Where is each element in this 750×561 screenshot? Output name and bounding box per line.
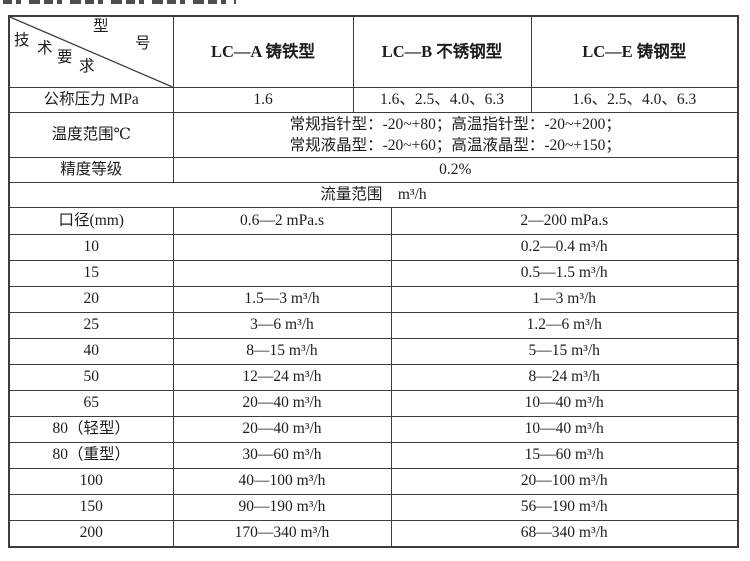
temperature-row: 温度范围℃ 常规指针型：-20~+80；高温指针型：-20~+200； 常规液晶… [8,112,739,158]
caliber-row: 口径(mm) 0.6—2 mPa.s 2—200 mPa.s [8,207,739,235]
caliber-row-label: 口径(mm) [8,207,174,235]
flow-dn: 50 [8,364,174,391]
flow-high: 8—24 m³/h [390,364,739,391]
flow-low: 12—24 m³/h [172,364,392,391]
accuracy-value: 0.2% [172,157,739,183]
col-header-lc-a: LC—A 铸铁型 [172,15,354,88]
flow-low: 40—100 m³/h [172,468,392,495]
flow-dn: 40 [8,338,174,365]
flow-low [172,234,392,261]
temperature-values-cell: 常规指针型：-20~+80；高温指针型：-20~+200； 常规液晶型：-20~… [172,112,739,158]
pressure-value-lc-b: 1.6、2.5、4.0、6.3 [352,87,532,113]
flow-dn: 65 [8,390,174,417]
flow-high: 0.2—0.4 m³/h [390,234,739,261]
accuracy-row: 精度等级 0.2% [8,157,739,183]
flow-dn: 25 [8,312,174,339]
flow-low: 170—340 m³/h [172,520,392,548]
flow-high: 1—3 m³/h [390,286,739,313]
flow-dn: 200 [8,520,174,548]
corner-model-char-2: 号 [135,35,151,52]
flow-row-dn150: 150 90—190 m³/h 56—190 m³/h [8,494,739,521]
flow-row-dn10: 10 0.2—0.4 m³/h [8,234,739,261]
flow-dn: 20 [8,286,174,313]
temperature-line-1: 常规指针型：-20~+80；高温指针型：-20~+200； [289,116,621,133]
spec-table: 型 号 技 术 要 求 LC—A 铸铁型 LC—B 不锈钢型 LC—E 铸钢型 … [8,15,739,548]
flow-row-dn25: 25 3—6 m³/h 1.2—6 m³/h [8,312,739,339]
corner-req-char-1: 技 [14,32,30,49]
flow-dn: 100 [8,468,174,495]
flow-row-dn200: 200 170—340 m³/h 68—340 m³/h [8,520,739,548]
flow-low: 8—15 m³/h [172,338,392,365]
flow-row-dn65: 65 20—40 m³/h 10—40 m³/h [8,390,739,417]
flow-row-dn15: 15 0.5—1.5 m³/h [8,260,739,287]
pressure-value-lc-a: 1.6 [172,87,354,113]
col-header-lc-e: LC—E 铸钢型 [530,15,739,88]
temperature-row-label: 温度范围℃ [8,112,174,158]
corner-header-cell: 型 号 技 术 要 求 [8,15,174,88]
flow-high: 1.2—6 m³/h [390,312,739,339]
flow-high: 56—190 m³/h [390,494,739,521]
flow-high: 15—60 m³/h [390,442,739,469]
corner-req-char-4: 求 [79,58,95,75]
flow-low: 30—60 m³/h [172,442,392,469]
pressure-row: 公称压力 MPa 1.6 1.6、2.5、4.0、6.3 1.6、2.5、4.0… [8,87,739,113]
corner-req-char-3: 要 [57,49,73,66]
caliber-high-viscosity: 2—200 mPa.s [390,207,739,235]
flow-section-title-row: 流量范围 m³/h [8,182,739,208]
diagonal-line [10,17,172,87]
accuracy-row-label: 精度等级 [8,157,174,183]
flow-row-dn20: 20 1.5—3 m³/h 1—3 m³/h [8,286,739,313]
flow-high: 5—15 m³/h [390,338,739,365]
col-header-lc-b: LC—B 不锈钢型 [352,15,532,88]
flow-row-dn80-heavy: 80（重型） 30—60 m³/h 15—60 m³/h [8,442,739,469]
clipped-text-fragment [3,0,236,4]
temperature-line-2: 常规液晶型：-20~+60；高温液晶型：-20~+150； [289,137,621,154]
flow-low: 3—6 m³/h [172,312,392,339]
flow-row-dn80-light: 80（轻型） 20—40 m³/h 10—40 m³/h [8,416,739,443]
flow-high: 10—40 m³/h [390,390,739,417]
flow-high: 0.5—1.5 m³/h [390,260,739,287]
flow-low: 20—40 m³/h [172,416,392,443]
flow-dn: 80（重型） [8,442,174,469]
flow-dn: 15 [8,260,174,287]
flow-section-title: 流量范围 m³/h [8,182,739,208]
flow-low: 1.5—3 m³/h [172,286,392,313]
flow-dn: 10 [8,234,174,261]
flow-row-dn100: 100 40—100 m³/h 20—100 m³/h [8,468,739,495]
flow-low: 90—190 m³/h [172,494,392,521]
flow-high: 68—340 m³/h [390,520,739,548]
flow-high: 10—40 m³/h [390,416,739,443]
flow-high: 20—100 m³/h [390,468,739,495]
pressure-value-lc-e: 1.6、2.5、4.0、6.3 [530,87,739,113]
flow-low [172,260,392,287]
corner-model-char-1: 型 [93,18,109,35]
corner-diagonal-box: 型 号 技 术 要 求 [10,17,172,87]
flow-dn: 80（轻型） [8,416,174,443]
header-row: 型 号 技 术 要 求 LC—A 铸铁型 LC—B 不锈钢型 LC—E 铸钢型 [8,15,739,88]
pressure-row-label: 公称压力 MPa [8,87,174,113]
corner-req-char-2: 术 [37,40,53,57]
flow-dn: 150 [8,494,174,521]
flow-low: 20—40 m³/h [172,390,392,417]
flow-row-dn40: 40 8—15 m³/h 5—15 m³/h [8,338,739,365]
flow-row-dn50: 50 12—24 m³/h 8—24 m³/h [8,364,739,391]
caliber-low-viscosity: 0.6—2 mPa.s [172,207,392,235]
